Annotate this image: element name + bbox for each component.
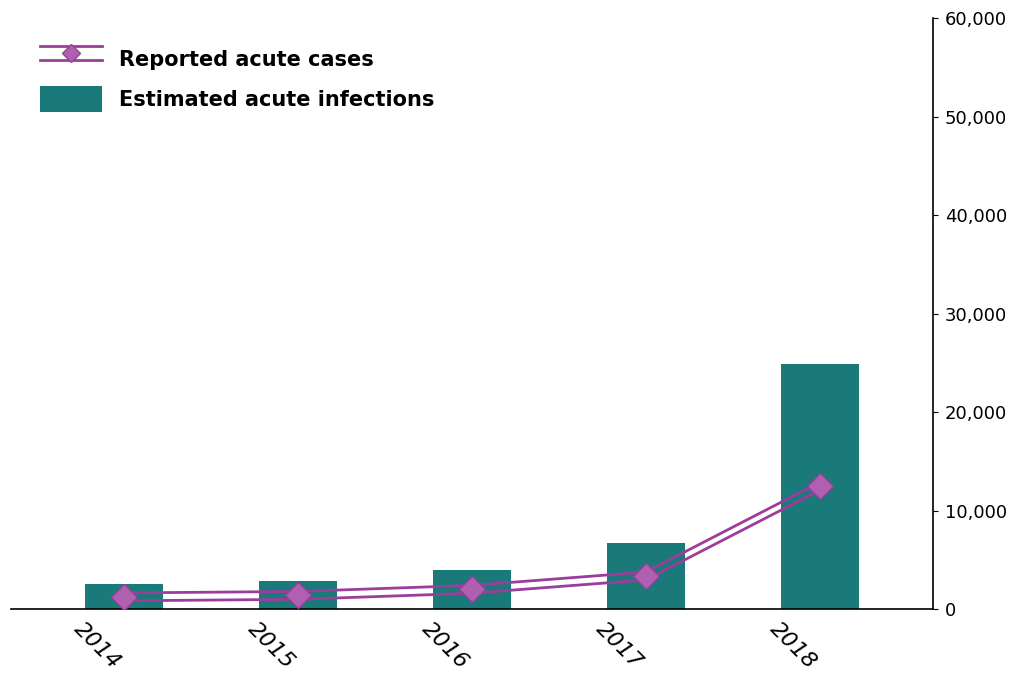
Bar bbox=[781, 364, 859, 609]
Bar bbox=[259, 581, 337, 609]
Bar bbox=[607, 543, 685, 609]
Bar bbox=[86, 584, 163, 609]
Bar bbox=[433, 570, 511, 609]
Legend: Reported acute cases, Estimated acute infections: Reported acute cases, Estimated acute in… bbox=[40, 47, 435, 111]
